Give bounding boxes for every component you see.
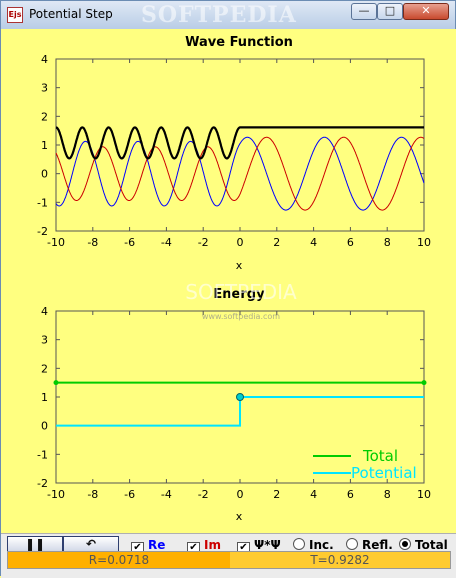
re-label: Re	[148, 538, 166, 552]
titlebar-watermark: SOFTPEDIA	[141, 2, 297, 28]
x-tick-label: 4	[310, 236, 317, 249]
inc-radio[interactable]: Inc.	[293, 538, 334, 552]
im-label: Im	[204, 538, 221, 552]
window-title: Potential Step	[29, 7, 113, 21]
x-tick-label: -2	[198, 236, 209, 249]
energy-lines	[53, 380, 427, 427]
maximize-button[interactable]: □	[377, 3, 403, 20]
x-tick-label: 0	[237, 236, 244, 249]
y-tick-label: 2	[41, 110, 48, 123]
total-radio-dot	[399, 538, 411, 550]
x-tick-label: 6	[347, 488, 354, 501]
refl-label: Refl.	[362, 538, 393, 552]
plot-area: Wave Function -10 -8 -6 -4 -2 0 2 4 6 8 10 4 3 2 1 0 -1-…	[1, 29, 456, 533]
imaginary-part-line	[55, 136, 425, 211]
wave-lines	[55, 126, 425, 211]
x-tick-label: -10	[47, 488, 65, 501]
x-tick-label: 0	[237, 488, 244, 501]
y-tick-label: 1	[41, 391, 48, 404]
x-tick-label: 8	[384, 488, 391, 501]
wave-xlabel: x	[236, 259, 243, 272]
wave-plot-title: Wave Function	[185, 35, 293, 50]
x-tick-label: -8	[87, 236, 98, 249]
x-tick-label: -6	[124, 488, 135, 501]
x-tick-label: 2	[273, 236, 280, 249]
total-energy-endpoint	[53, 380, 59, 386]
x-tick-label: -4	[161, 488, 172, 501]
y-tick-label: -1	[37, 196, 48, 209]
plot-watermark-url: www.softpedia.com	[202, 312, 280, 321]
ejs-app-icon: Ejs	[7, 7, 23, 23]
total-radio[interactable]: Total	[399, 538, 448, 552]
y-tick-label: -1	[37, 448, 48, 461]
x-tick-label: 2	[273, 488, 280, 501]
wave-plot-frame	[55, 58, 425, 232]
inc-label: Inc.	[309, 538, 334, 552]
plot-watermark: SOFTPEDIA	[185, 280, 297, 304]
y-tick-label: -2	[37, 477, 48, 490]
y-tick-label: 3	[41, 334, 48, 347]
y-tick-label: 1	[41, 139, 48, 152]
y-tick-label: 3	[41, 82, 48, 95]
re-checkbox[interactable]: ✔ Re	[131, 538, 166, 555]
x-tick-label: -2	[198, 488, 209, 501]
wave-function-plot: Wave Function -10 -8 -6 -4 -2 0 2 4 6 8 1043210-1-…	[37, 35, 431, 272]
y-tick-label: 4	[41, 53, 48, 66]
legend-potential-label: Potential	[351, 464, 417, 482]
plots-svg: Wave Function -10 -8 -6 -4 -2 0 2 4 6 8 1043210-1-…	[37, 35, 431, 523]
x-tick-label: 6	[347, 236, 354, 249]
y-tick-label: 2	[41, 362, 48, 375]
total-energy-endpoint	[421, 380, 427, 386]
x-tick-label: 10	[417, 236, 431, 249]
y-tick-label: 4	[41, 305, 48, 318]
x-tick-label: 4	[310, 488, 317, 501]
y-tick-label: 0	[41, 168, 48, 181]
legend-total-label: Total	[362, 447, 398, 465]
x-tick-label: -8	[87, 488, 98, 501]
probability-density-line	[55, 126, 424, 160]
reflection-coefficient: R=0.0718	[8, 552, 230, 568]
psi-label: Ψ*Ψ	[254, 538, 281, 552]
x-tick-label: -6	[124, 236, 135, 249]
x-tick-label: -10	[47, 236, 65, 249]
im-checkbox[interactable]: ✔ Im	[187, 538, 221, 555]
title-bar[interactable]: Ejs Potential Step SOFTPEDIA — □ ✕	[1, 1, 455, 30]
energy-plot-title: Energy	[213, 287, 265, 302]
y-tick-label: -2	[37, 225, 48, 238]
coefficient-bar: R=0.0718 T=0.9282	[7, 551, 451, 569]
minimize-button[interactable]: —	[351, 3, 377, 20]
step-handle	[236, 393, 244, 401]
transmission-coefficient: T=0.9282	[230, 552, 450, 568]
refl-radio-dot	[346, 538, 358, 550]
real-part-line	[55, 136, 425, 211]
potential-line	[56, 396, 424, 427]
total-label: Total	[415, 538, 448, 552]
x-tick-label: 8	[384, 236, 391, 249]
psi-checkbox[interactable]: ✔ Ψ*Ψ	[237, 538, 281, 555]
y-tick-label: 0	[41, 420, 48, 433]
x-tick-label: -4	[161, 236, 172, 249]
close-button[interactable]: ✕	[403, 3, 449, 20]
inc-radio-dot	[293, 538, 305, 550]
energy-xlabel: x	[236, 510, 243, 523]
x-tick-label: 10	[417, 488, 431, 501]
refl-radio[interactable]: Refl.	[346, 538, 393, 552]
